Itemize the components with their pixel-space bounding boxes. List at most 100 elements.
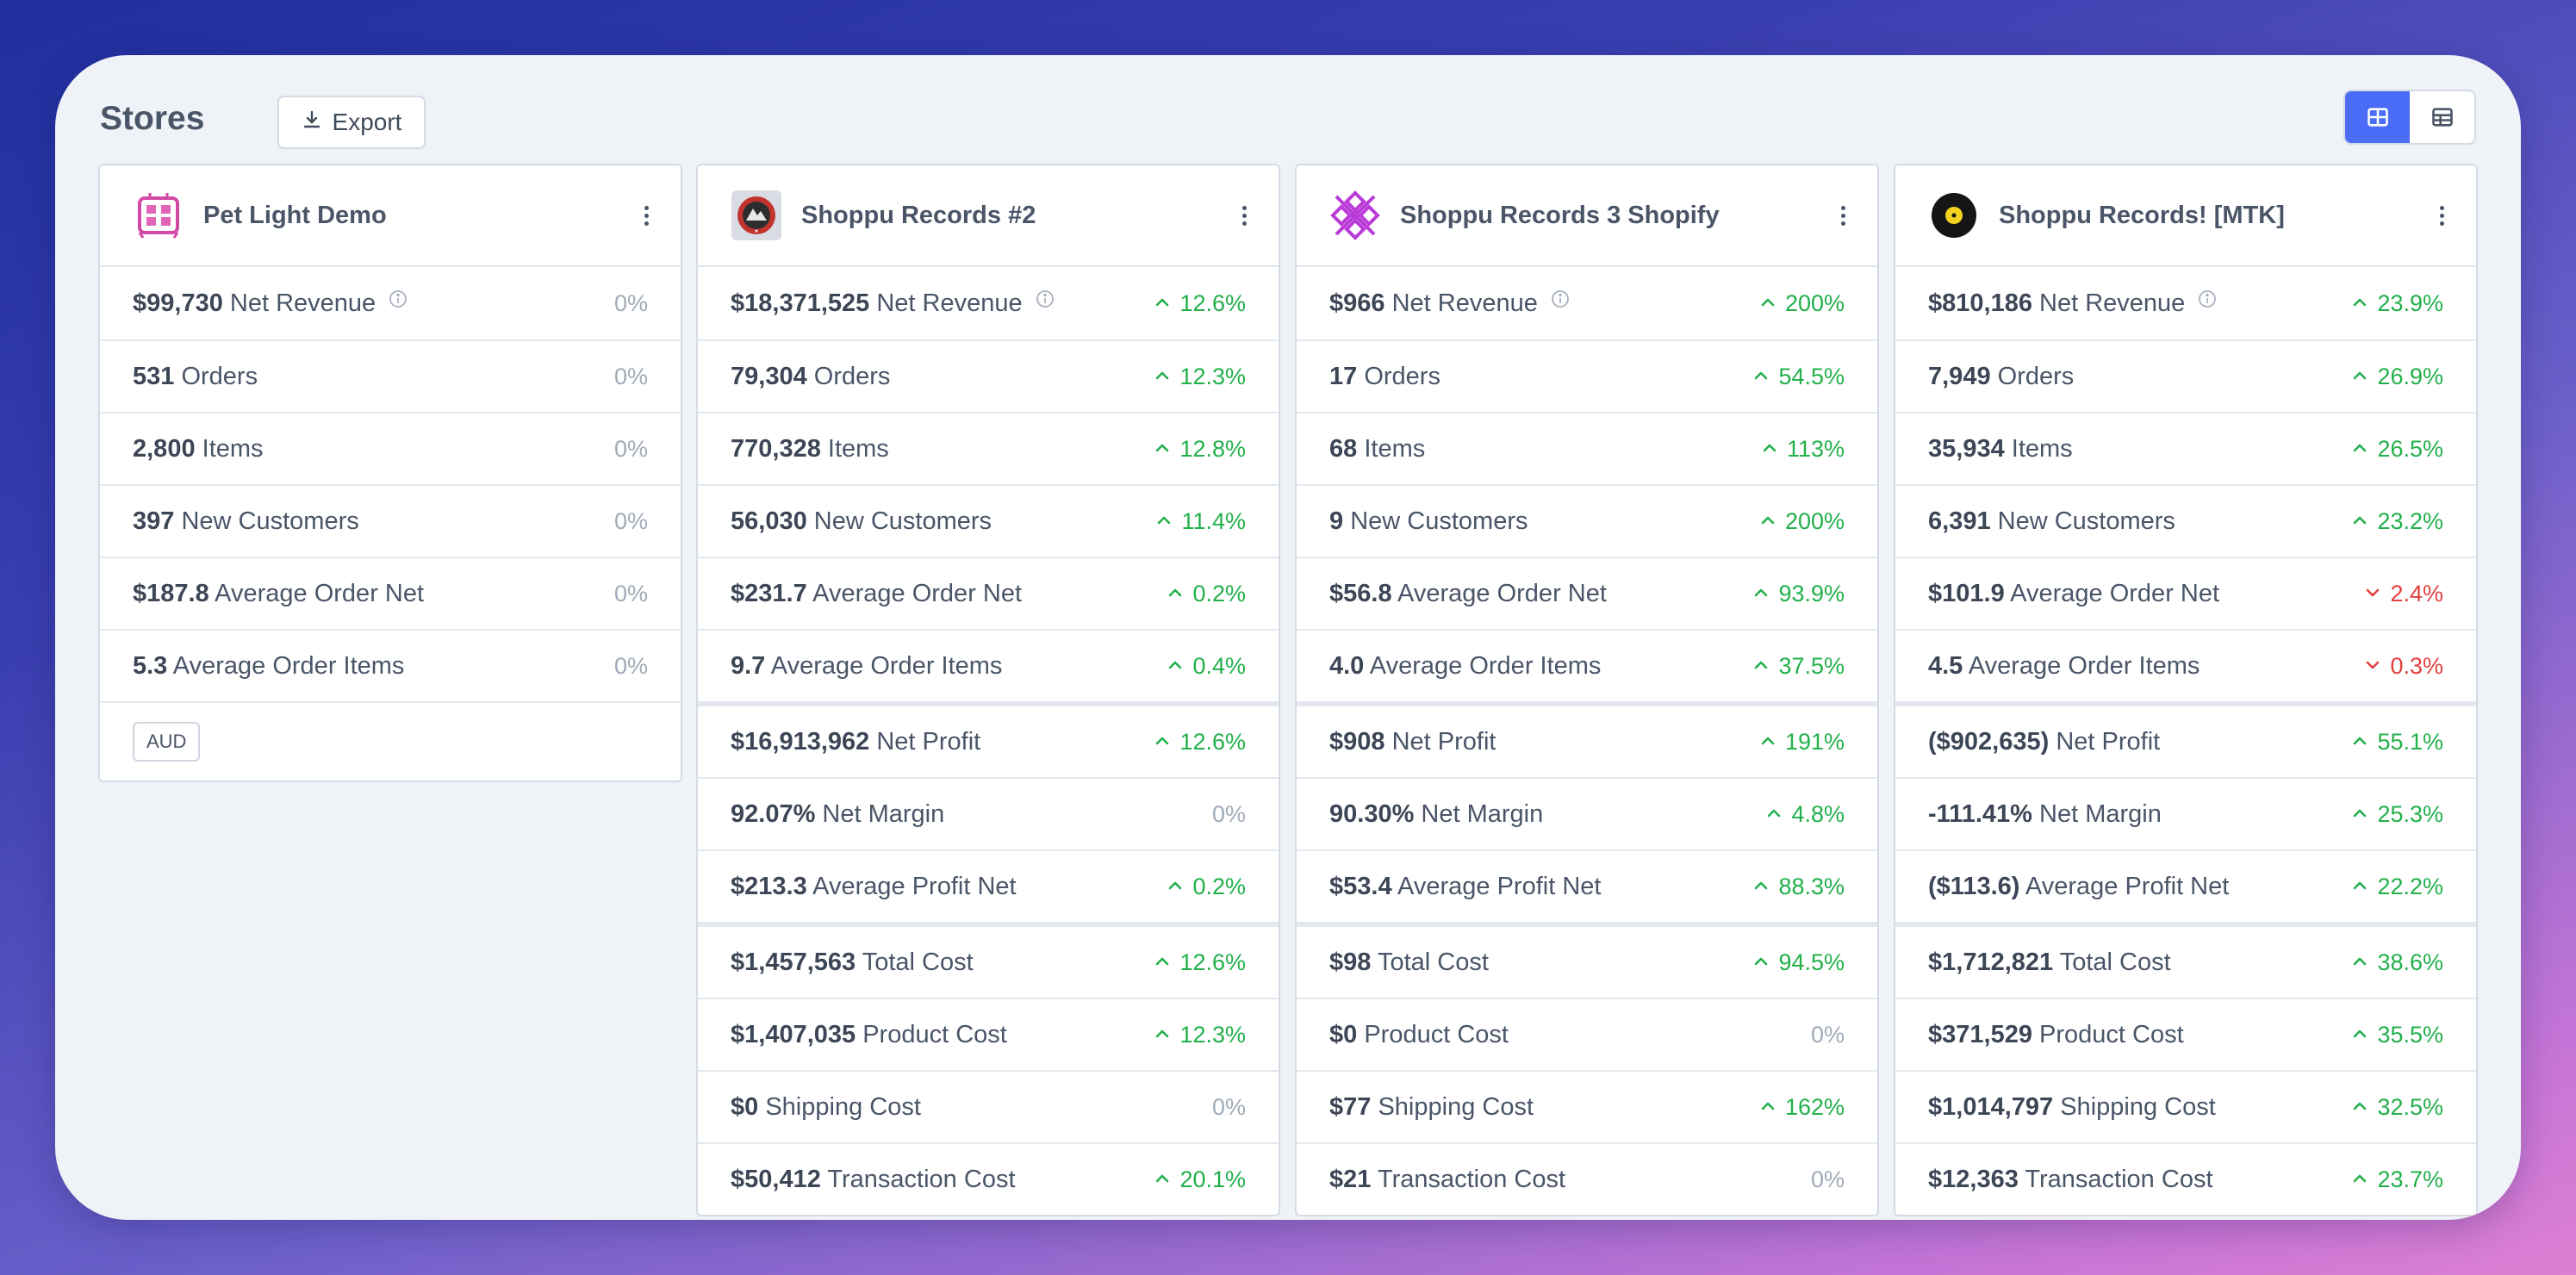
metric-row: ($902,635) Net Profit 55.1% (1895, 701, 2476, 777)
metric-label: Items (202, 434, 264, 463)
metric-label: Average Profit Net (2025, 872, 2230, 900)
metric-value: 90.30% (1329, 799, 1415, 828)
metric-value: 79,304 (731, 362, 807, 390)
metric-row: 90.30% Net Margin 4.8% (1297, 777, 1877, 849)
table-view-icon (2431, 108, 2453, 127)
metric-label: Net Revenue (2039, 289, 2186, 317)
metric-label: Total Cost (862, 948, 974, 976)
metric-change: 12.6% (1154, 949, 1246, 976)
metric-row: $1,457,563 Total Cost 12.6% (698, 922, 1279, 998)
metric-value: 4.0 (1329, 651, 1365, 680)
arrow-up-icon (2351, 364, 2368, 390)
metric-change: 12.6% (1154, 290, 1246, 317)
arrow-up-icon (1154, 1022, 1171, 1048)
metric-change: 200% (1759, 290, 1845, 317)
more-options-icon[interactable] (1235, 198, 1253, 233)
metric-row: 92.07% Net Margin 0% (698, 777, 1279, 849)
metric-label: Average Order Items (172, 651, 405, 680)
metric-value: $1,457,563 (731, 948, 856, 976)
change-value: 26.5% (2377, 435, 2443, 462)
arrow-up-icon (1765, 801, 1783, 828)
export-button[interactable]: Export (277, 96, 426, 149)
info-icon[interactable] (1035, 288, 1055, 316)
metric-change: 25.3% (2351, 801, 2443, 828)
grid-view-button[interactable] (2345, 91, 2410, 143)
metric-row: $1,712,821 Total Cost 38.6% (1895, 922, 2476, 998)
arrow-up-icon (1752, 364, 1770, 390)
metric-label: Product Cost (862, 1020, 1007, 1048)
metric-change: 0% (614, 436, 648, 463)
metric-label: Net Revenue (229, 289, 376, 317)
metric-label: Net Margin (822, 799, 945, 828)
metric-change: 20.1% (1154, 1166, 1246, 1193)
table-view-button[interactable] (2410, 91, 2474, 143)
change-value: 162% (1784, 1093, 1845, 1120)
store-card: Shoppu Records 3 Shopify $966 Net Revenue… (1295, 164, 1879, 1216)
change-value: 12.3% (1179, 363, 1246, 389)
more-options-icon[interactable] (638, 198, 655, 233)
store-name[interactable]: Pet Light Demo (203, 201, 387, 229)
currency-badge: AUD (133, 722, 201, 762)
metric-list: $99,730 Net Revenue 0% 531 Orders 0% 2,800 I… (100, 267, 681, 701)
metric-row: 56,030 New Customers 11.4% (698, 484, 1279, 557)
metric-row: $371,529 Product Cost 35.5% (1895, 998, 2476, 1070)
store-name[interactable]: Shoppu Records 3 Shopify (1400, 201, 1720, 229)
change-value: 94.5% (1778, 948, 1845, 975)
change-value: 88.3% (1778, 873, 1845, 899)
change-value: 12.8% (1179, 435, 1246, 462)
info-icon[interactable] (388, 288, 408, 316)
metric-value: $12,363 (1928, 1165, 2019, 1193)
arrow-up-icon (2351, 874, 2368, 900)
change-value: 0% (613, 363, 648, 389)
metric-row: $0 Product Cost 0% (1297, 998, 1877, 1070)
page-title: Stores (100, 100, 205, 137)
metric: $810,186 Net Revenue (1928, 289, 2351, 318)
info-icon[interactable] (1550, 288, 1571, 316)
metric-value: 17 (1329, 362, 1358, 390)
metric-change: 32.5% (2351, 1094, 2443, 1121)
metric-change: 0.4% (1167, 653, 1246, 680)
arrow-up-icon (1167, 581, 1184, 607)
metric: $21 Transaction Cost (1329, 1166, 1811, 1194)
more-options-icon[interactable] (2433, 198, 2450, 233)
metric: $0 Product Cost (1329, 1021, 1811, 1049)
metric: 68 Items (1329, 435, 1761, 463)
metric-value: $50,412 (731, 1165, 821, 1193)
grid-view-icon (2367, 108, 2388, 127)
metric-row: 9 New Customers 200% (1297, 484, 1877, 557)
store-name[interactable]: Shoppu Records! [MTK] (1999, 201, 2285, 229)
metric-change: 162% (1759, 1094, 1845, 1121)
metric: $966 Net Revenue (1329, 289, 1759, 318)
info-icon[interactable] (2197, 288, 2218, 316)
change-value: 0% (1810, 1021, 1845, 1048)
change-value: 35.5% (2377, 1021, 2443, 1048)
change-value: 0% (1810, 1166, 1845, 1192)
metric-change: 12.3% (1154, 1022, 1246, 1048)
metric-row: 35,934 Items 26.5% (1895, 412, 2476, 484)
metric-change: 94.5% (1752, 949, 1845, 976)
metric-value: $77 (1329, 1092, 1372, 1121)
arrow-up-icon (1752, 874, 1770, 900)
stores-window: Stores Export Pet Light Demo $99,730 Net (55, 55, 2521, 1220)
metric-value: $187.8 (133, 579, 209, 607)
metric-value: $231.7 (731, 579, 807, 607)
metric-change: 200% (1759, 508, 1845, 535)
more-options-icon[interactable] (1834, 198, 1851, 233)
metric: $1,407,035 Product Cost (731, 1021, 1154, 1049)
metric-label: Orders (813, 362, 891, 390)
shoppu-records-3-logo (1329, 190, 1381, 241)
change-value: 12.6% (1179, 948, 1246, 975)
metric-label: Shipping Cost (765, 1092, 921, 1121)
change-value: 0% (613, 289, 648, 316)
metric-value: 531 (133, 362, 175, 390)
metric-change: 37.5% (1752, 653, 1845, 680)
metric: 9 New Customers (1329, 507, 1759, 536)
metric-label: Average Order Items (1968, 651, 2200, 680)
change-value: 0.2% (1192, 580, 1246, 606)
metric-value: 9 (1329, 507, 1344, 535)
arrow-up-icon (2351, 508, 2368, 535)
metric-label: Net Profit (2056, 727, 2161, 756)
metric-value: 68 (1329, 434, 1358, 463)
store-name[interactable]: Shoppu Records #2 (801, 201, 1036, 229)
metric-value: $0 (731, 1092, 759, 1121)
